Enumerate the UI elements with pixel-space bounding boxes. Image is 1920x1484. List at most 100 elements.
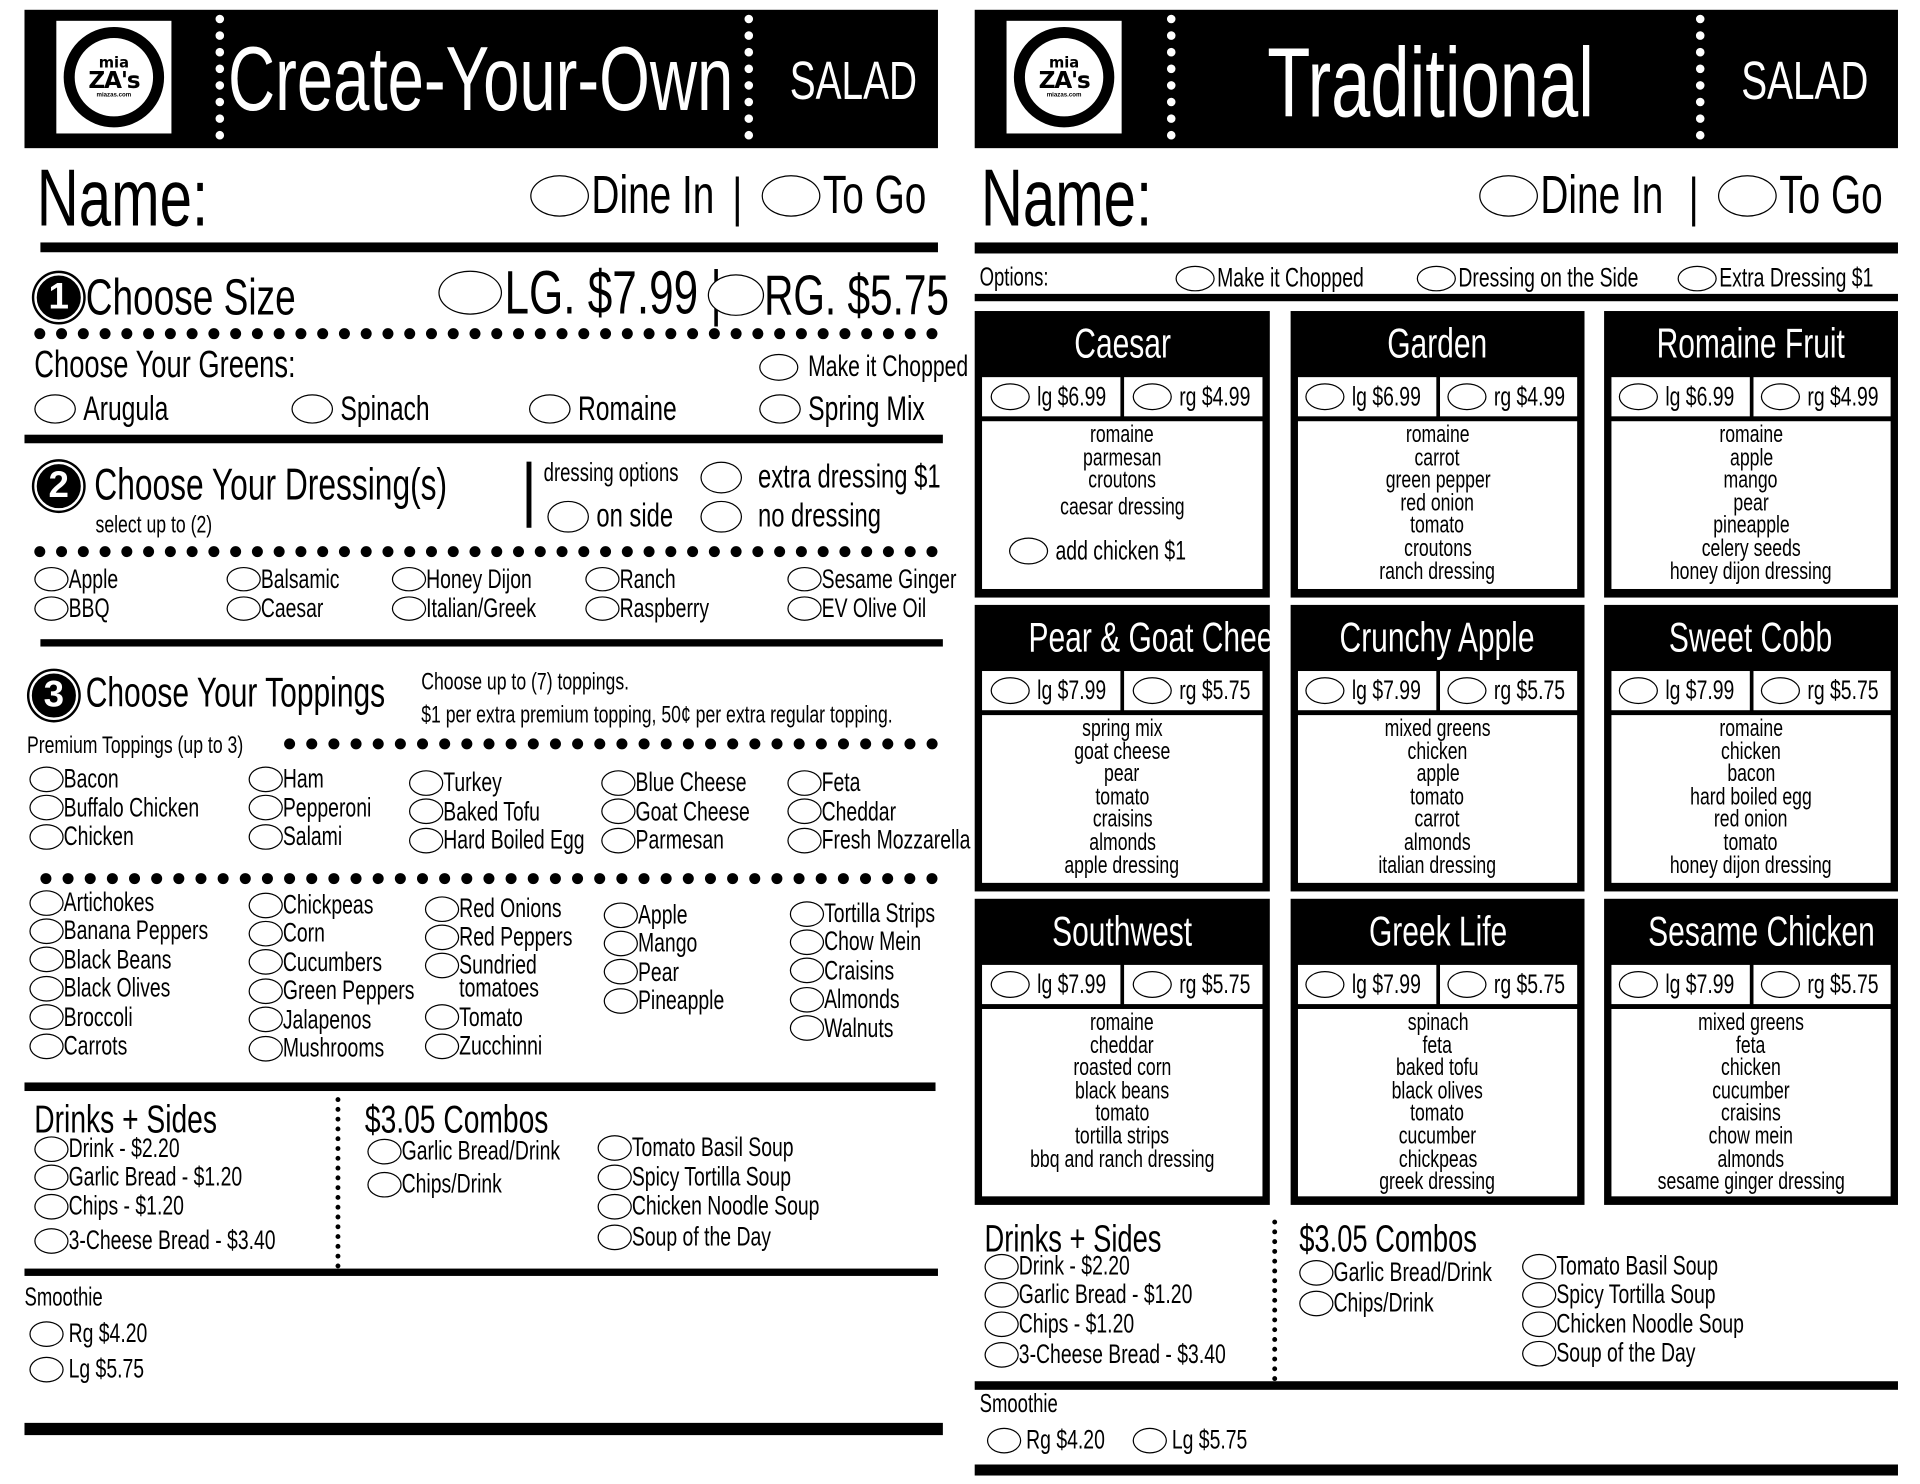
radio-circle-icon[interactable] [700, 500, 743, 533]
radio-circle-icon[interactable] [1760, 677, 1800, 705]
regular-topping-option[interactable]: Apple [603, 901, 707, 928]
radio-circle-icon[interactable] [1305, 971, 1345, 998]
radio-circle-icon[interactable] [1447, 677, 1487, 705]
radio-circle-icon[interactable] [29, 765, 64, 792]
premium-topping-option[interactable]: Salami [248, 822, 366, 850]
radio-circle-icon[interactable] [248, 892, 283, 918]
combo-option[interactable]: Chips/Drink [367, 1170, 541, 1198]
on-side-radio[interactable]: on side [547, 499, 703, 533]
radio-circle-icon[interactable] [34, 394, 76, 424]
radio-circle-icon[interactable] [29, 1032, 64, 1059]
regular-topping-option[interactable]: Mushrooms [248, 1034, 424, 1062]
smoothie-rg-radio[interactable]: Rg $4.20 [29, 1319, 178, 1347]
regular-topping-option[interactable]: Mango [603, 929, 721, 957]
radio-circle-icon[interactable] [1619, 971, 1659, 998]
size-lg-radio[interactable]: lg $7.99 [982, 964, 1121, 1005]
dressing-option[interactable]: EV Olive Oil [787, 594, 967, 622]
no-dressing-radio[interactable]: no dressing [700, 499, 928, 533]
regular-topping-option[interactable]: Corn [248, 919, 342, 947]
regular-topping-option[interactable]: Carrots [29, 1032, 152, 1059]
side-option[interactable]: Garlic Bread - $1.20 [984, 1280, 1259, 1308]
radio-circle-icon[interactable] [1305, 383, 1345, 411]
size-lg-radio[interactable]: lg $6.99 [982, 377, 1121, 417]
radio-circle-icon[interactable] [1717, 175, 1777, 217]
radio-circle-icon[interactable] [530, 175, 589, 217]
combo-option[interactable]: Garlic Bread/Drink [1299, 1258, 1553, 1286]
radio-circle-icon[interactable] [29, 823, 64, 850]
radio-circle-icon[interactable] [1175, 265, 1215, 291]
radio-circle-icon[interactable] [248, 1006, 283, 1033]
combo-option[interactable]: Garlic Bread/Drink [367, 1137, 621, 1165]
radio-circle-icon[interactable] [601, 769, 636, 796]
radio-circle-icon[interactable] [1522, 1310, 1557, 1337]
radio-circle-icon[interactable] [707, 274, 765, 316]
regular-topping-option[interactable]: Black Beans [29, 946, 213, 973]
smoothie-rg-radio[interactable]: Rg $4.20 [986, 1426, 1136, 1454]
radio-circle-icon[interactable] [408, 798, 444, 825]
radio-circle-icon[interactable] [226, 596, 261, 621]
radio-circle-icon[interactable] [603, 901, 638, 928]
greens-option[interactable]: Arugula [34, 391, 201, 426]
soup-option[interactable]: Tomato Basil Soup [597, 1133, 857, 1161]
radio-circle-icon[interactable] [424, 1033, 460, 1059]
radio-circle-icon[interactable] [1008, 538, 1049, 565]
dressing-option[interactable]: Ranch [585, 565, 697, 593]
extra-dressing-radio[interactable]: extra dressing $1 [700, 460, 1011, 493]
size-rg-radio[interactable]: rg $5.75 [1124, 964, 1263, 1005]
radio-circle-icon[interactable] [34, 566, 69, 592]
dressing-option[interactable]: Balsamic [226, 565, 371, 593]
radio-circle-icon[interactable] [789, 1015, 825, 1041]
soup-option[interactable]: Tomato Basil Soup [1522, 1252, 1781, 1280]
radio-circle-icon[interactable] [408, 769, 444, 796]
radio-circle-icon[interactable] [585, 566, 620, 592]
regular-topping-option[interactable]: Chow Mein [789, 928, 959, 956]
size-lg-radio[interactable]: lg $7.99 [1611, 964, 1750, 1005]
radio-circle-icon[interactable] [700, 461, 743, 493]
radio-circle-icon[interactable] [248, 920, 283, 947]
radio-circle-icon[interactable] [424, 924, 460, 951]
radio-circle-icon[interactable] [1299, 1290, 1334, 1316]
dressing-option[interactable]: Apple [34, 565, 137, 593]
radio-circle-icon[interactable] [789, 957, 825, 984]
premium-topping-option[interactable]: Goat Cheese [601, 797, 794, 825]
radio-circle-icon[interactable] [424, 952, 460, 979]
size-rg-radio[interactable]: rg $5.75 [1752, 964, 1891, 1005]
radio-circle-icon[interactable] [29, 946, 64, 973]
radio-circle-icon[interactable] [759, 394, 801, 424]
radio-circle-icon[interactable] [1132, 383, 1172, 411]
radio-circle-icon[interactable] [1305, 677, 1345, 705]
radio-circle-icon[interactable] [761, 175, 821, 217]
radio-circle-icon[interactable] [29, 1004, 64, 1030]
to-go-radio[interactable]: To Go [761, 168, 967, 223]
regular-topping-option[interactable]: Almonds [789, 985, 929, 1013]
regular-topping-option[interactable]: Sundried tomatoes [424, 951, 557, 1001]
regular-topping-option[interactable]: Tortilla Strips [789, 899, 978, 927]
radio-circle-icon[interactable] [1416, 265, 1456, 291]
radio-circle-icon[interactable] [248, 977, 283, 1004]
radio-circle-icon[interactable] [391, 566, 427, 592]
side-option[interactable]: 3-Cheese Bread - $3.40 [984, 1340, 1306, 1368]
greens-option[interactable]: Romaine [528, 391, 715, 426]
radio-circle-icon[interactable] [603, 959, 638, 985]
regular-topping-option[interactable]: Jalapenos [248, 1005, 406, 1033]
size-lg-radio[interactable]: lg $6.99 [1297, 377, 1436, 417]
regular-topping-option[interactable]: Artichokes [29, 888, 189, 916]
radio-circle-icon[interactable] [34, 1135, 69, 1162]
dressing-option[interactable]: Raspberry [585, 594, 744, 622]
radio-circle-icon[interactable] [1299, 1259, 1334, 1286]
regular-topping-option[interactable]: Green Peppers [248, 977, 466, 1004]
premium-topping-option[interactable]: Bacon [29, 765, 140, 792]
radio-circle-icon[interactable] [597, 1163, 632, 1190]
radio-circle-icon[interactable] [29, 794, 64, 821]
dressing-option[interactable]: BBQ [34, 594, 125, 622]
radio-circle-icon[interactable] [990, 383, 1030, 411]
regular-topping-option[interactable]: Tomato [424, 1003, 548, 1031]
regular-topping-option[interactable]: Red Onions [424, 894, 602, 922]
smoothie-lg-radio[interactable]: Lg $5.75 [29, 1355, 173, 1383]
size-lg-radio[interactable]: lg $6.99 [1611, 377, 1750, 417]
premium-topping-option[interactable]: Baked Tofu [408, 797, 578, 825]
radio-circle-icon[interactable] [1132, 971, 1172, 998]
regular-topping-option[interactable]: Broccoli [29, 1003, 159, 1031]
premium-topping-option[interactable]: Buffalo Chicken [29, 793, 251, 821]
make-chopped-radio[interactable]: Make it Chopped [759, 352, 1030, 382]
